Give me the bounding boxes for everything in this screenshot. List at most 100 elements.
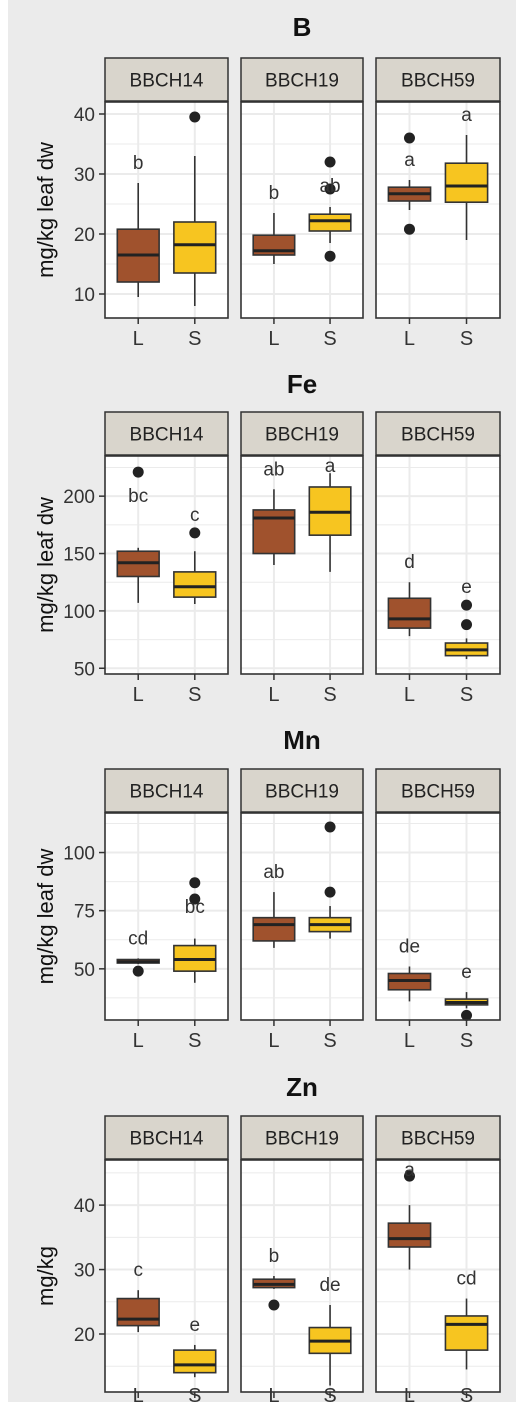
significance-letter: cd: [456, 1269, 476, 1290]
facet-bbch14: BBCH14 c e L S: [104, 1115, 229, 1407]
significance-letter: de: [319, 1275, 340, 1296]
x-tick-label: S: [323, 684, 336, 706]
facet-panel-border: [375, 455, 501, 675]
outlier-point: [324, 821, 336, 833]
box-iqr: [387, 1222, 432, 1248]
facet-strip-label: BBCH19: [265, 782, 339, 803]
x-tick-label: S: [188, 1030, 201, 1052]
box-s: ab: [308, 156, 352, 262]
box-iqr: [444, 162, 489, 203]
facet-panel-border: [104, 1159, 229, 1393]
outlier-point: [324, 886, 336, 898]
x-tick-label: S: [188, 328, 201, 350]
facet-strip: [375, 768, 501, 813]
outlier-point: [403, 1170, 415, 1182]
facet-bbch59: BBCH59 d e L S: [375, 411, 501, 706]
facet-bbch14: BBCH14 b L S: [104, 57, 229, 350]
facet-panel: [376, 102, 500, 318]
box-s: e: [173, 1315, 217, 1378]
box-l: a: [387, 1160, 432, 1270]
box-s: cd: [444, 1269, 489, 1370]
box-s: [308, 821, 352, 939]
x-tick-label: L: [404, 328, 415, 350]
x-tick-label: L: [404, 1385, 415, 1402]
box-iqr: [173, 1349, 217, 1374]
y-axis-label: mg/kg leaf dw: [33, 497, 58, 633]
outlier-point: [189, 877, 201, 889]
outlier-point: [324, 183, 336, 195]
facet-bbch19: BBCH19 b de L S: [240, 1115, 364, 1407]
box-iqr: [116, 1297, 160, 1327]
y-tick-label: 75: [74, 902, 95, 923]
facet-panel-border: [240, 101, 364, 319]
significance-letter: e: [461, 577, 472, 598]
facet-panel: [241, 102, 363, 318]
y-tick-label: 10: [74, 285, 95, 306]
x-tick-label: L: [268, 684, 279, 706]
subplot-b: Bmg/kg leaf dw 10 20 30 40 BBCH14 b L S BBCH19 b ab…: [33, 12, 501, 350]
x-tick-label: L: [133, 1385, 144, 1402]
significance-letter: b: [269, 1246, 280, 1267]
y-tick-label: 40: [74, 1196, 95, 1217]
significance-letter: a: [404, 1160, 415, 1181]
facet-strip: [375, 411, 501, 456]
box-iqr: [173, 571, 217, 598]
x-tick-label: L: [133, 684, 144, 706]
facet-bbch14: BBCH14 cd bc L S: [104, 768, 229, 1052]
facet-panel: [376, 1160, 500, 1392]
facet-bbch19: BBCH19 ab L S: [240, 768, 364, 1052]
outlier-point: [461, 1009, 473, 1021]
significance-letter: ab: [263, 862, 284, 883]
x-tick-label: L: [268, 1030, 279, 1052]
box-s: de: [308, 1275, 352, 1386]
significance-letter: b: [269, 183, 280, 204]
facet-strip-label: BBCH19: [265, 71, 339, 92]
y-axis-label: mg/kg: [33, 1246, 58, 1306]
box-l: c: [116, 1260, 160, 1333]
outlier-point: [189, 893, 201, 905]
facet-strip-label: BBCH14: [130, 425, 204, 446]
box-iqr: [387, 597, 432, 629]
significance-letter: c: [190, 505, 200, 526]
x-tick-label: L: [133, 1030, 144, 1052]
y-tick-label: 100: [63, 844, 95, 865]
box-l: d: [387, 552, 432, 637]
significance-letter: e: [461, 962, 472, 983]
facet-strip: [240, 57, 364, 102]
significance-letter: bc: [185, 897, 205, 918]
box-iqr: [173, 221, 217, 274]
box-l: bc: [116, 466, 160, 603]
facet-strip-label: BBCH14: [130, 782, 204, 803]
outlier-point: [268, 1299, 280, 1311]
significance-letter: cd: [128, 928, 148, 949]
facet-strip: [104, 1115, 229, 1160]
facet-strip: [375, 57, 501, 102]
facet-panel: [105, 813, 228, 1020]
box-l: b: [252, 183, 296, 264]
subplot-title: Mn: [283, 725, 321, 755]
significance-letter: c: [133, 1260, 143, 1281]
x-tick-label: S: [460, 1385, 473, 1402]
box-l: ab: [252, 459, 296, 565]
box-iqr: [252, 916, 296, 942]
box-s: e: [444, 577, 489, 660]
y-tick-label: 50: [74, 960, 95, 981]
significance-letter: b: [133, 153, 144, 174]
facet-strip: [375, 1115, 501, 1160]
facet-strip-label: BBCH14: [130, 1129, 204, 1150]
facet-panel-border: [240, 1159, 364, 1393]
facet-strip-label: BBCH59: [401, 782, 475, 803]
y-tick-label: 50: [74, 659, 95, 680]
facet-panel: [241, 813, 363, 1020]
box-l: cd: [116, 928, 160, 977]
y-tick-label: 30: [74, 1261, 95, 1282]
outlier-point: [403, 132, 415, 144]
facet-bbch59: BBCH59 a cd L S: [375, 1115, 501, 1407]
facet-bbch59: BBCH59 de e L S: [375, 768, 501, 1052]
outlier-point: [189, 111, 201, 123]
x-tick-label: L: [268, 1385, 279, 1402]
y-tick-label: 20: [74, 225, 95, 246]
significance-letter: ab: [263, 459, 284, 480]
facet-panel-border: [240, 812, 364, 1021]
